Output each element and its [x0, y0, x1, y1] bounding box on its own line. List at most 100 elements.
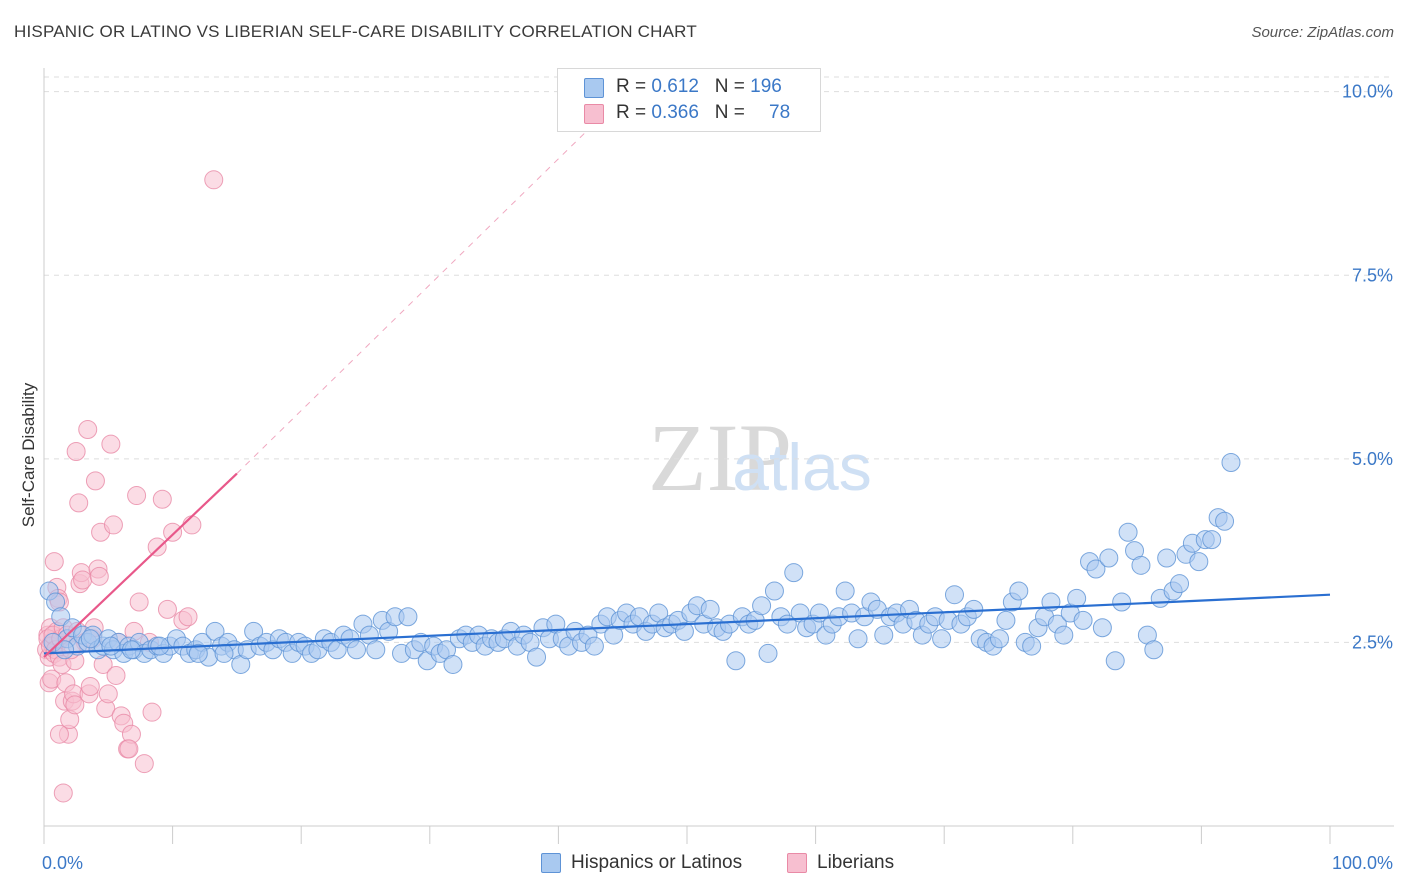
liberian-point [98, 684, 118, 704]
legend-text-hispanics: R = 0.612 N = 196 [616, 76, 782, 98]
hispanics-points [39, 453, 1241, 674]
hispanic-point [752, 596, 772, 616]
liberian-point [106, 665, 126, 685]
hispanic-point [1092, 618, 1112, 638]
hispanic-point [366, 640, 386, 660]
chart-title: HISPANIC OR LATINO VS LIBERIAN SELF-CARE… [14, 22, 697, 41]
hispanic-point [874, 625, 894, 645]
liberian-trend-line [43, 472, 238, 658]
liberian-point [73, 570, 93, 590]
legend-n-label: N = [714, 76, 751, 97]
y-tick-label: 10.0% [1342, 82, 1393, 102]
trend-lines [43, 120, 1331, 658]
legend-n-value: 196 [750, 76, 782, 97]
hispanic-point [764, 581, 784, 601]
legend-text-liberians: R = 0.366 N = 78 [616, 102, 790, 124]
hispanic-point [674, 621, 694, 641]
tick-labels: 2.5% 5.0% 7.5% 10.0% 0.0% 100.0% [42, 82, 1393, 873]
hispanic-point [1144, 640, 1164, 660]
liberian-point [157, 599, 177, 619]
hispanic-point [996, 610, 1016, 630]
bottom-legend-label: Liberians [817, 852, 895, 873]
liberian-point [147, 537, 167, 557]
hispanic-point [214, 643, 234, 663]
hispanic-point [527, 647, 547, 667]
hispanic-point [584, 636, 604, 656]
hispanic-point [188, 643, 208, 663]
hispanic-point [944, 585, 964, 605]
liberian-point [53, 783, 73, 803]
x-tick-label: 100.0% [1332, 853, 1393, 873]
liberian-point [49, 724, 69, 744]
liberian-point [119, 739, 139, 759]
stats-legend: R = 0.612 N = 196 R = 0.366 N = 78 [557, 68, 821, 132]
liberian-point [134, 754, 154, 774]
hispanic-point [443, 654, 463, 674]
liberian-point [142, 702, 162, 722]
bottom-legend-swatch-pink [787, 853, 807, 873]
legend-r-value: 0.366 [651, 102, 699, 123]
bottom-legend-label: Hispanics or Latinos [571, 852, 743, 873]
hispanic-point [1067, 588, 1087, 608]
hispanic-point [726, 651, 746, 671]
hispanic-trend-line [43, 593, 1331, 655]
liberian-point [103, 515, 123, 535]
hispanic-point [1118, 522, 1138, 542]
hispanic-point [1131, 555, 1151, 575]
hispanic-point [1189, 552, 1209, 572]
liberians-points [37, 170, 224, 803]
hispanic-point [150, 636, 170, 656]
y-tick-label: 2.5% [1352, 632, 1393, 652]
liberian-point [89, 566, 109, 586]
hispanic-point [51, 607, 71, 627]
y-tick-label: 7.5% [1352, 265, 1393, 285]
hispanic-point [346, 640, 366, 660]
hispanic-point [1202, 530, 1222, 550]
watermark-atlas: atlas [732, 430, 871, 504]
legend-r-label: R = [616, 76, 652, 97]
watermark-zip: ZIP [648, 404, 792, 511]
liberian-point [163, 522, 183, 542]
legend-swatch-pink [584, 104, 604, 124]
hispanic-point [55, 640, 75, 660]
liberian-point [80, 676, 100, 696]
bottom-legend-swatch-blue [541, 853, 561, 873]
hispanic-point [989, 629, 1009, 649]
hispanic-point [398, 607, 418, 627]
hispanic-point [1099, 548, 1119, 568]
source-label: Source: ZipAtlas.com [1251, 24, 1394, 41]
liberian-point [78, 419, 98, 439]
hispanic-point [1215, 511, 1235, 531]
liberian-point [204, 170, 224, 190]
hispanic-point [1022, 636, 1042, 656]
hispanic-point [784, 563, 804, 583]
hispanic-point [1073, 610, 1093, 630]
legend-r-value: 0.612 [651, 76, 699, 97]
axes [43, 68, 1394, 844]
hispanic-point [758, 643, 778, 663]
legend-swatch-blue [584, 78, 604, 98]
y-axis-label: Self-Care Disability [19, 382, 38, 527]
legend-n-label: N = [714, 102, 751, 123]
liberian-point [129, 592, 149, 612]
liberian-point [85, 471, 105, 491]
hispanic-point [1221, 453, 1241, 473]
hispanic-point [101, 636, 121, 656]
y-tick-label: 5.0% [1352, 449, 1393, 469]
hispanic-point [700, 599, 720, 619]
hispanic-point [1157, 548, 1177, 568]
hispanic-point [848, 629, 868, 649]
hispanic-point [1009, 581, 1029, 601]
liberian-point [65, 695, 85, 715]
hispanic-point [932, 629, 952, 649]
hispanic-point [1086, 559, 1106, 579]
legend-r-label: R = [616, 102, 652, 123]
liberian-point [152, 489, 172, 509]
liberian-point [127, 486, 147, 506]
hispanic-point [1105, 651, 1125, 671]
hispanic-point [835, 581, 855, 601]
hispanic-point [964, 599, 984, 619]
hispanic-point [80, 629, 100, 649]
liberian-trend-extension [236, 120, 598, 474]
liberian-point [101, 434, 121, 454]
